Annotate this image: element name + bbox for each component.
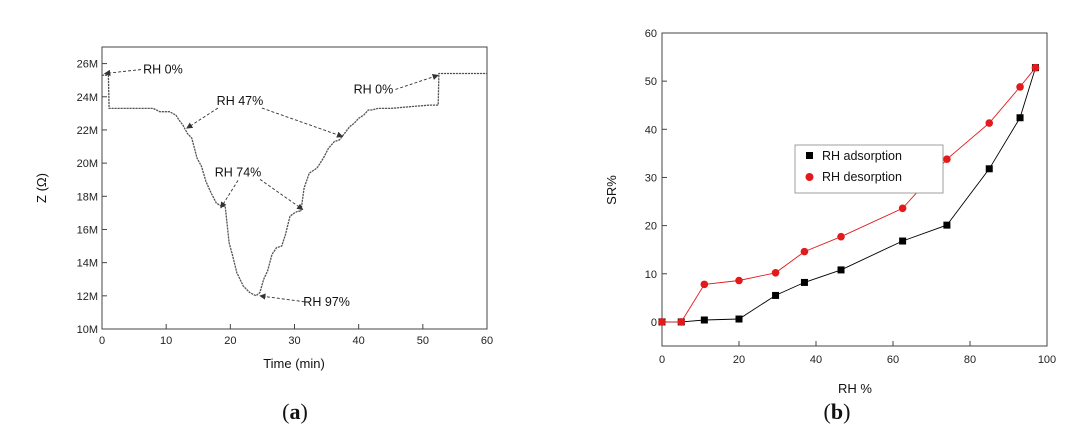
x-axis: 0 20 40 60 80 100	[659, 341, 1056, 366]
data-point	[658, 318, 666, 326]
legend: RH adsorption RH desorption	[794, 144, 944, 194]
data-point	[943, 155, 951, 163]
y-tick-label: 60	[645, 28, 657, 40]
legend-box	[794, 144, 944, 194]
legend-marker-desorption	[805, 173, 814, 181]
x-tick-label: 60	[481, 335, 493, 347]
data-point	[771, 269, 780, 277]
x-tick-label: 20	[733, 354, 745, 366]
y-tick-label: 10	[645, 269, 657, 281]
data-point	[677, 318, 686, 326]
data-point	[800, 247, 809, 256]
annotation-arrow	[186, 107, 219, 129]
annotation-arrow	[261, 107, 344, 138]
data-point	[772, 291, 780, 299]
x-tick-label: 50	[417, 335, 429, 347]
annotation-arrow	[259, 179, 304, 210]
y-tick-label: 20	[645, 221, 657, 233]
data-point	[985, 165, 993, 173]
data-point	[1016, 114, 1024, 122]
y-axis-label: SR%	[604, 175, 619, 205]
x-tick-label: 30	[288, 335, 300, 347]
y-tick-label: 0	[651, 317, 657, 329]
data-point	[899, 237, 907, 245]
y-tick-label: 12M	[77, 291, 98, 303]
panel-label-b: (b)	[824, 399, 851, 424]
x-tick-label: 10	[160, 335, 172, 347]
data-point	[735, 315, 743, 323]
x-tick-label: 40	[810, 354, 822, 366]
annotation-arrow	[103, 69, 142, 77]
y-tick-label: 22M	[77, 125, 98, 137]
x-tick-label: 100	[1038, 354, 1056, 366]
annotation-arrow	[395, 74, 439, 90]
x-tick-label: 0	[659, 354, 665, 366]
data-point	[943, 221, 951, 229]
data-point	[800, 278, 808, 286]
annotation-label: RH 97%	[303, 295, 350, 309]
legend-marker-adsorption	[806, 152, 813, 159]
annotation-label: RH 0%	[354, 82, 394, 96]
y-axis: 0 10 20 30 40 50 60	[645, 28, 667, 329]
y-tick-label: 24M	[77, 92, 98, 104]
annotation-label: RH 74%	[215, 165, 262, 179]
annotation-label: RH 47%	[217, 94, 264, 108]
series-line	[662, 67, 1036, 323]
x-tick-label: 40	[353, 335, 365, 347]
data-point	[700, 280, 709, 289]
x-tick-label: 80	[964, 354, 976, 366]
y-axis: 10M 12M 14M 16M 18M 20M 22M 24M 26M	[77, 59, 107, 336]
annotation-arrow	[220, 180, 239, 209]
panel-label-a: (a)	[282, 399, 308, 424]
x-axis-label: Time (min)	[263, 356, 325, 371]
data-point	[700, 316, 708, 324]
sensitivity-chart: 0 10 20 30 40 50 60 0 20 40 60 80 100 RH adsorption…	[604, 28, 1056, 424]
data-point	[985, 119, 994, 127]
y-tick-label: 20M	[77, 158, 98, 170]
data-point	[1016, 83, 1024, 91]
y-tick-label: 26M	[77, 59, 98, 71]
y-tick-label: 14M	[77, 258, 98, 270]
y-tick-label: 30	[645, 172, 657, 184]
x-axis: 0 10 20 30 40 50 60	[99, 324, 493, 347]
series-desorption	[658, 63, 1040, 326]
y-tick-label: 16M	[77, 224, 98, 236]
y-tick-label: 18M	[77, 191, 98, 203]
data-point	[837, 232, 845, 241]
y-tick-label: 10M	[77, 324, 98, 336]
y-tick-label: 50	[645, 76, 657, 88]
annotation-arrow	[259, 293, 305, 303]
y-tick-label: 40	[645, 124, 657, 136]
annotation-label: RH 0%	[143, 63, 183, 77]
plot-area-frame	[101, 46, 488, 330]
x-tick-label: 20	[224, 335, 236, 347]
series	[658, 63, 1040, 326]
x-tick-label: 0	[99, 335, 105, 347]
data-point	[837, 266, 845, 274]
x-axis-label: RH %	[838, 381, 872, 396]
data-point	[898, 204, 907, 213]
legend-label-desorption: RH desorption	[822, 170, 902, 184]
y-axis-label: Z (Ω)	[34, 173, 49, 203]
series-line	[662, 67, 1036, 323]
x-tick-label: 60	[887, 354, 899, 366]
annotations: RH 0% RH 47% RH 74% RH 97% RH 0%	[103, 63, 439, 309]
data-point	[735, 276, 743, 285]
data-point	[1031, 63, 1040, 72]
impedance-chart: 10M 12M 14M 16M 18M 20M 22M 24M 26M 0 10 20 30 40 50 6…	[34, 46, 493, 424]
impedance-series-line	[102, 72, 487, 297]
legend-label-adsorption: RH adsorption	[822, 149, 902, 163]
